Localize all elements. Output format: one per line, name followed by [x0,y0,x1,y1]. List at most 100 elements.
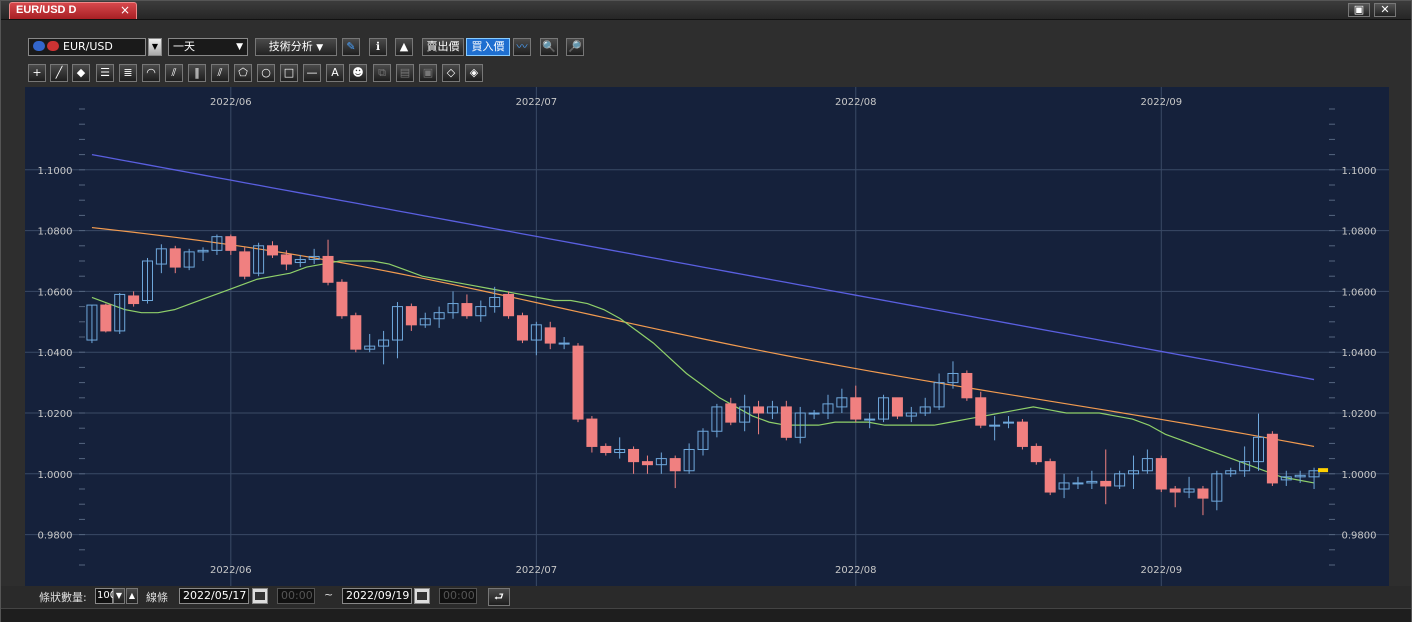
pencil-icon[interactable]: ✎ [342,38,360,56]
symbol-dropdown-icon[interactable]: ▼ [148,38,162,56]
hline-icon[interactable]: ☰ [96,64,114,82]
candlestick-chart[interactable]: 1.1000 1.1000 1.0800 1.0800 1.0600 1.0600 1.04… [25,87,1389,587]
y-tick-label-left: 1.0400 [38,348,73,359]
technical-analysis-button[interactable]: 技術分析 ▼ [255,38,337,56]
candle-body [1072,482,1084,485]
candle-body [308,255,320,260]
candle-body [1197,488,1209,499]
timeframe-label: 一天 [173,40,195,53]
clear-all-icon[interactable]: ◈ [465,64,483,82]
polygon-icon[interactable]: ⬠ [234,64,252,82]
candle-body [641,461,653,466]
candle-body [169,248,181,268]
start-date-field[interactable]: 2022/05/17 [179,588,249,604]
candle-body [655,458,667,466]
candle-body [614,448,626,454]
candle-body [294,258,306,264]
x-tick-label-bottom: 2022/06 [210,565,252,576]
line-icon[interactable]: ╱ [50,64,68,82]
chevron-down-icon: ▼ [316,43,324,53]
y-tick-label-right: 1.0000 [1342,470,1377,481]
candle-body [1183,488,1195,493]
info-icon[interactable]: ℹ [369,38,387,56]
rectangle-icon[interactable]: □ [280,64,298,82]
area-chart-icon[interactable]: ▲ [395,38,413,56]
restore-icon[interactable]: ▣ [1348,3,1370,17]
candle-body [683,448,695,472]
horizontal-line-icon[interactable]: — [303,64,321,82]
sell-price-button[interactable]: 賣出價 [422,38,464,56]
candle-body [739,406,751,423]
bars-increase-icon[interactable]: ▲ [126,588,138,604]
candle-body [197,249,209,253]
chart-type-icon[interactable]: 〰 [513,38,531,56]
channel-icon[interactable]: ≣ [119,64,137,82]
start-time-field[interactable]: 00:00 [277,588,315,604]
candle-body [572,345,584,420]
calendar-icon[interactable] [414,588,430,604]
candle-body [1308,470,1320,478]
candle-body [975,397,987,426]
clear-icon[interactable]: ◇ [442,64,460,82]
y-tick-label-left: 1.0600 [38,287,73,298]
text-icon[interactable]: A [326,64,344,82]
y-tick-label-left: 1.0800 [38,227,73,238]
chart-area[interactable]: 1.1000 1.1000 1.0800 1.0800 1.0600 1.0600 1.04… [25,87,1389,587]
zoom-out-icon[interactable]: 🔍 [540,38,558,56]
candle-body [391,306,403,341]
candle-body [1086,480,1098,484]
ellipse-icon[interactable]: ○ [257,64,275,82]
tab-close-icon[interactable]: × [119,3,130,17]
candle-body [114,293,126,332]
return-icon[interactable]: ⮐ [488,588,510,606]
fan-icon[interactable]: ◠ [142,64,160,82]
symbol-select[interactable]: EUR/USD [28,38,146,56]
flag-icon [47,41,59,51]
end-date-field[interactable]: 2022/09/19 [342,588,412,604]
candle-body [183,251,195,268]
title-bar: EUR/USD D × ▣ ✕ [1,1,1411,20]
candle-body [1128,470,1140,475]
candle-body [266,245,278,256]
line-label: 線條 [146,591,168,604]
candle-body [753,406,765,414]
timeframe-select[interactable]: 一天 ▼ [168,38,248,56]
candle-body [822,403,834,414]
end-time-field[interactable]: 00:00 [439,588,477,604]
candle-body [253,245,265,274]
candle-body [1211,473,1223,502]
copy-icon[interactable]: ⧉ [373,64,391,82]
paste-icon[interactable]: ▤ [396,64,414,82]
emoji-icon[interactable]: ☻ [349,64,367,82]
tab-title: EUR/USD D [16,4,77,16]
parallel-icon[interactable]: ⫽ [211,64,229,82]
plot-background [25,87,1389,587]
candle-body [405,306,417,326]
calendar-icon[interactable] [252,588,268,604]
zoom-in-icon[interactable]: 🔎 [566,38,584,56]
status-bar [1,608,1411,622]
candle-body [808,412,820,415]
buy-price-button[interactable]: 買入價 [466,38,510,56]
candle-body [1294,474,1306,478]
candle-body [100,304,112,332]
close-window-button[interactable]: ✕ [1374,3,1396,17]
candle-body [475,306,487,317]
candle-body [864,418,876,421]
long-moving-average-line [91,153,1315,381]
layers-icon[interactable]: ▣ [419,64,437,82]
eraser-icon[interactable]: ◆ [72,64,90,82]
bars-count-field[interactable]: 100 [95,588,116,604]
fib-fan-icon[interactable]: ⫽ [165,64,183,82]
candle-body [766,406,778,414]
candle-body [836,397,848,408]
symbol-label: EUR/USD [63,40,113,53]
candle-body [1253,436,1265,463]
bars-decrease-icon[interactable]: ▼ [113,588,125,604]
x-tick-label-top: 2022/06 [210,97,252,108]
candle-body [447,303,459,314]
fib-time-icon[interactable]: ‖ [188,64,206,82]
chart-tab[interactable]: EUR/USD D × [9,2,137,19]
crosshair-icon[interactable]: + [28,64,46,82]
candle-body [558,342,570,345]
